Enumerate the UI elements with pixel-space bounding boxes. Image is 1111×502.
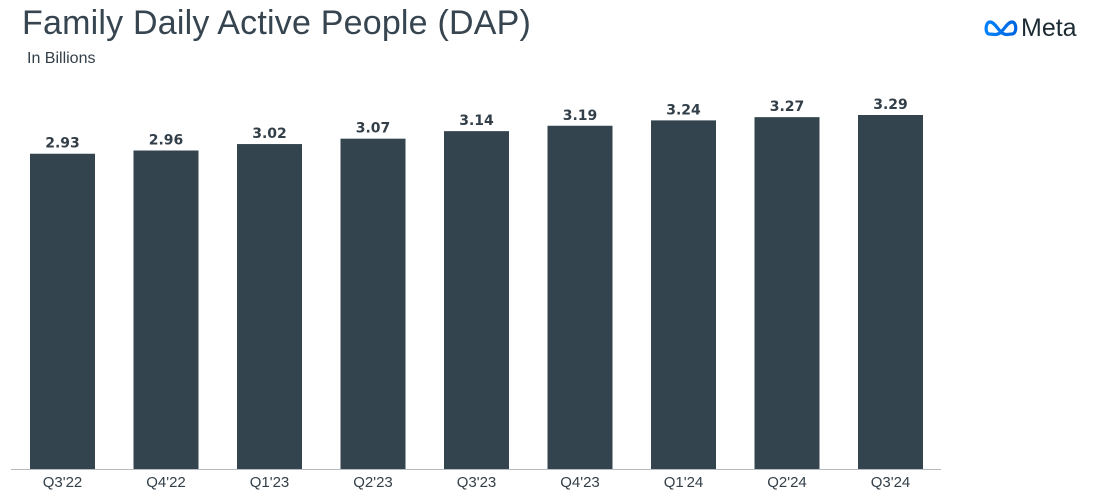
x-tick-label: Q2'24 bbox=[767, 474, 807, 491]
x-tick-label: Q3'23 bbox=[457, 474, 497, 491]
bar-value-label: 3.02 bbox=[252, 126, 287, 142]
x-tick-label: Q2'23 bbox=[353, 474, 393, 491]
x-tick-label: Q3'24 bbox=[871, 474, 911, 491]
bar-value-label: 3.14 bbox=[459, 113, 494, 129]
bar-value-label: 3.19 bbox=[563, 108, 598, 124]
bar-Q1'24 bbox=[651, 120, 716, 469]
bar-value-label: 2.93 bbox=[45, 136, 80, 152]
bar-value-label: 3.27 bbox=[770, 99, 805, 115]
bar-Q4'23 bbox=[547, 125, 613, 469]
bar-Q2'24 bbox=[754, 117, 820, 469]
x-tick-label: Q1'24 bbox=[664, 474, 704, 491]
x-tick-label: Q1'23 bbox=[250, 474, 290, 491]
meta-logo: Meta bbox=[984, 12, 1077, 44]
bar-value-label: 3.24 bbox=[666, 102, 701, 118]
bar-Q2'23 bbox=[340, 138, 406, 469]
bar-value-label: 2.96 bbox=[149, 133, 184, 149]
bar-value-label: 3.07 bbox=[356, 121, 391, 137]
bar-value-label: 3.29 bbox=[873, 97, 908, 113]
x-tick-label: Q3'22 bbox=[43, 474, 83, 491]
bar-Q1'23 bbox=[237, 144, 302, 469]
bar-Q3'22 bbox=[30, 153, 95, 469]
chart-title: Family Daily Active People (DAP) bbox=[22, 4, 531, 42]
x-tick-label: Q4'22 bbox=[146, 474, 186, 491]
bar-Q3'23 bbox=[444, 131, 509, 469]
bar-Q3'24 bbox=[858, 115, 923, 469]
meta-logo-word: Meta bbox=[1021, 13, 1077, 42]
chart-subtitle: In Billions bbox=[27, 50, 96, 67]
meta-infinity-icon bbox=[984, 20, 1018, 37]
x-tick-label: Q4'23 bbox=[560, 474, 600, 491]
bar-Q4'22 bbox=[133, 150, 199, 469]
